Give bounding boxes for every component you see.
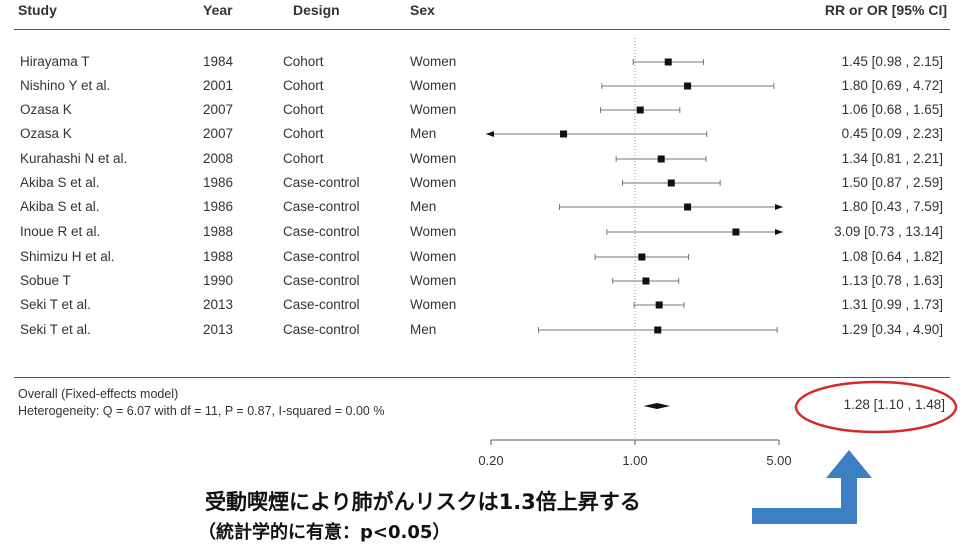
point-estimate — [636, 106, 644, 114]
arrow-shaft-vertical — [841, 476, 857, 524]
study-name: Shimizu H et al. — [20, 249, 115, 264]
study-rr: 0.45 [0.09 , 2.23] — [841, 126, 943, 141]
study-sex: Women — [410, 224, 457, 239]
study-rr: 1.06 [0.68 , 1.65] — [841, 102, 943, 117]
study-rr: 1.31 [0.99 , 1.73] — [841, 297, 943, 312]
study-rr: 1.13 [0.78 , 1.63] — [841, 273, 943, 288]
study-year: 1990 — [203, 273, 234, 288]
study-design: Case-control — [283, 199, 360, 214]
x-tick-label: 5.00 — [766, 453, 791, 468]
point-estimate — [642, 277, 650, 285]
study-year: 1986 — [203, 175, 234, 190]
study-year: 2013 — [203, 297, 234, 312]
study-design: Case-control — [283, 273, 360, 288]
study-design: Case-control — [283, 322, 360, 337]
study-design: Cohort — [283, 102, 324, 117]
ci-arrow-right — [775, 229, 783, 235]
study-year: 2007 — [203, 126, 234, 141]
study-rr: 1.08 [0.64 , 1.82] — [841, 249, 943, 264]
header-rule — [14, 29, 950, 30]
study-year: 1984 — [203, 54, 234, 69]
study-name: Hirayama T — [20, 54, 90, 69]
study-name: Inoue R et al. — [20, 224, 101, 239]
study-design: Cohort — [283, 78, 324, 93]
overall-label: Overall (Fixed-effects model) — [18, 387, 179, 401]
study-rr: 1.50 [0.87 , 2.59] — [841, 175, 943, 190]
x-tick-label: 0.20 — [478, 453, 503, 468]
study-rr: 1.29 [0.34 , 4.90] — [841, 322, 943, 337]
annotation-main: 受動喫煙により肺がんリスクは1.3倍上昇する — [205, 490, 641, 514]
study-rr: 1.80 [0.69 , 4.72] — [841, 78, 943, 93]
study-design: Cohort — [283, 54, 324, 69]
study-name: Sobue T — [20, 273, 71, 288]
study-design: Case-control — [283, 249, 360, 264]
point-estimate — [664, 58, 672, 66]
header-year: Year — [203, 2, 233, 18]
study-rr: 1.34 [0.81 , 2.21] — [841, 151, 943, 166]
pooled-diamond — [643, 403, 671, 409]
study-name: Seki T et al. — [20, 297, 91, 312]
study-design: Case-control — [283, 224, 360, 239]
study-year: 2013 — [203, 322, 234, 337]
study-sex: Men — [410, 199, 437, 214]
ci-arrow-left — [486, 131, 494, 137]
study-sex: Women — [410, 175, 457, 190]
point-estimate — [654, 326, 662, 334]
header-sex: Sex — [410, 2, 435, 18]
pooled-rule — [14, 377, 950, 378]
study-sex: Women — [410, 78, 457, 93]
study-sex: Men — [410, 322, 437, 337]
point-estimate — [732, 228, 740, 236]
highlight-circle — [794, 380, 958, 434]
header-rr: RR or OR [95% CI] — [824, 2, 947, 18]
study-sex: Men — [410, 126, 437, 141]
study-rr: 3.09 [0.73 , 13.14] — [834, 224, 943, 239]
point-estimate — [657, 155, 665, 163]
point-estimate — [655, 301, 663, 309]
ci-arrow-right — [775, 204, 783, 210]
study-name: Seki T et al. — [20, 322, 91, 337]
study-rr: 1.45 [0.98 , 2.15] — [841, 54, 943, 69]
study-design: Cohort — [283, 151, 324, 166]
study-sex: Women — [410, 273, 457, 288]
study-sex: Women — [410, 102, 457, 117]
header-study: Study — [18, 2, 57, 18]
study-year: 2007 — [203, 102, 234, 117]
annotation-sub: （統計学的に有意：p<0.05） — [198, 522, 451, 543]
study-name: Nishino Y et al. — [20, 78, 111, 93]
heterogeneity-text: Heterogeneity: Q = 6.07 with df = 11, P … — [18, 404, 385, 418]
study-sex: Women — [410, 249, 457, 264]
study-sex: Women — [410, 297, 457, 312]
study-design: Case-control — [283, 175, 360, 190]
point-estimate — [684, 82, 692, 90]
study-name: Kurahashi N et al. — [20, 151, 128, 166]
study-name: Ozasa K — [20, 126, 72, 141]
arrow-head-icon — [826, 450, 872, 478]
study-year: 1988 — [203, 249, 234, 264]
study-name: Ozasa K — [20, 102, 72, 117]
study-sex: Women — [410, 54, 457, 69]
study-year: 1988 — [203, 224, 234, 239]
study-year: 1986 — [203, 199, 234, 214]
study-rr: 1.80 [0.43 , 7.59] — [841, 199, 943, 214]
study-name: Akiba S et al. — [20, 175, 100, 190]
point-estimate — [638, 253, 646, 261]
study-sex: Women — [410, 151, 457, 166]
study-year: 2008 — [203, 151, 234, 166]
study-design: Case-control — [283, 297, 360, 312]
point-estimate — [560, 130, 568, 138]
arrow-shaft-horizontal — [752, 508, 856, 524]
point-estimate — [684, 203, 692, 211]
x-tick-label: 1.00 — [622, 453, 647, 468]
header-design: Design — [293, 2, 340, 18]
point-estimate — [667, 179, 675, 187]
study-year: 2001 — [203, 78, 234, 93]
study-name: Akiba S et al. — [20, 199, 100, 214]
overall-rr: 1.28 [1.10 , 1.48] — [843, 397, 945, 412]
study-design: Cohort — [283, 126, 324, 141]
